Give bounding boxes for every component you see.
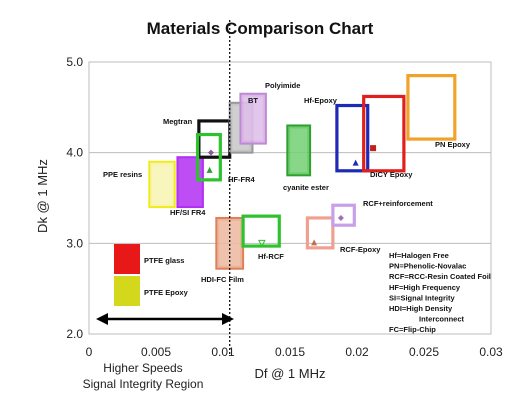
material-label: RCF+reinforcement: [363, 199, 433, 208]
legend-label: PTFE glass: [144, 256, 184, 265]
material-region-highlight: [290, 128, 308, 173]
material-label: DiCY Epoxy: [370, 170, 413, 179]
data-marker: [337, 214, 344, 221]
x-tick-label: 0.025: [409, 345, 439, 359]
material-label: BT: [248, 96, 258, 105]
x-tick-label: 0: [86, 345, 93, 359]
data-marker: [370, 145, 377, 152]
material-regions: [148, 73, 457, 270]
material-region: [406, 73, 457, 141]
material-label: RCF-Epoxy: [340, 245, 381, 254]
y-tick-label: 2.0: [66, 327, 83, 341]
region-label-line2: Signal Integrity Region: [83, 377, 204, 391]
abbreviation-line: Interconnect: [419, 315, 465, 324]
material-label: Hf-Epoxy: [304, 96, 338, 105]
y-tick-label: 4.0: [66, 146, 83, 160]
abbreviation-line: SI=Signal Integrity: [389, 293, 455, 302]
material-region-highlight: [243, 96, 263, 141]
range-arrow: [96, 313, 234, 325]
data-marker: [206, 166, 213, 173]
x-tick-label: 0.03: [479, 345, 503, 359]
y-tick-label: 3.0: [66, 236, 83, 250]
material-label: cyanite ester: [283, 183, 329, 192]
legend-swatch: [114, 244, 140, 274]
material-label: HDI-FC Film: [201, 275, 244, 284]
x-tick-labels: 0 0.005 0.01 0.015 0.02 0.025 0.03: [86, 345, 503, 359]
abbreviation-line: FC=Flip-Chip: [389, 325, 436, 334]
legend-label: PTFE Epoxy: [144, 288, 189, 297]
material-region-highlight: [219, 220, 241, 266]
material-label: PN Epoxy: [435, 140, 471, 149]
data-markers: [206, 145, 377, 248]
abbreviation-line: HDI=High Density: [389, 304, 453, 313]
material-region-highlight: [152, 164, 172, 205]
material-label: Megtran: [163, 117, 193, 126]
material-region: [148, 160, 176, 209]
material-label: PPE resins: [103, 170, 142, 179]
data-marker: [207, 149, 214, 156]
x-tick-label: 0.005: [141, 345, 171, 359]
y-axis-label: Dk @ 1 MHz: [35, 159, 50, 233]
y-tick-labels: 2.0 3.0 4.0 5.0: [66, 55, 83, 341]
material-region: [195, 132, 222, 182]
chart-title: Materials Comparison Chart: [147, 19, 374, 38]
material-label: HF-FR4: [228, 175, 255, 184]
material-region: [331, 203, 356, 227]
material-region: [286, 124, 312, 177]
material-region: [305, 216, 335, 250]
material-label: HF/SI FR4: [170, 208, 206, 217]
data-marker: [352, 159, 359, 166]
data-marker: [311, 239, 318, 246]
material-label: Hf-RCF: [258, 252, 284, 261]
x-tick-label: 0.015: [275, 345, 305, 359]
legend: PTFE glass PTFE Epoxy: [114, 244, 189, 306]
y-tick-label: 5.0: [66, 55, 83, 69]
legend-swatch: [114, 276, 140, 306]
x-axis-label: Df @ 1 MHz: [255, 366, 326, 381]
material-region: [362, 94, 406, 173]
material-region: [335, 103, 370, 173]
material-label: Polyimide: [265, 81, 300, 90]
abbreviation-line: Hf=Halogen Free: [389, 251, 449, 260]
material-labels: PPE resins HF/SI FR4 Megtran HF-FR4 BT Polyim…: [103, 81, 471, 284]
abbreviation-key: Hf=Halogen Free PN=Phenolic-NovalacRCF=RC…: [389, 251, 491, 334]
abbreviation-line: RCF=RCC-Resin Coated Foil: [389, 272, 491, 281]
abbreviation-line: PN=Phenolic-Novalac: [389, 262, 466, 271]
x-tick-label: 0.02: [345, 345, 369, 359]
abbreviation-line: HF=High Frequency: [389, 283, 461, 292]
x-tick-label: 0.01: [211, 345, 235, 359]
data-marker: [258, 239, 266, 248]
region-label-line1: Higher Speeds: [103, 361, 182, 375]
material-region: [239, 92, 267, 145]
